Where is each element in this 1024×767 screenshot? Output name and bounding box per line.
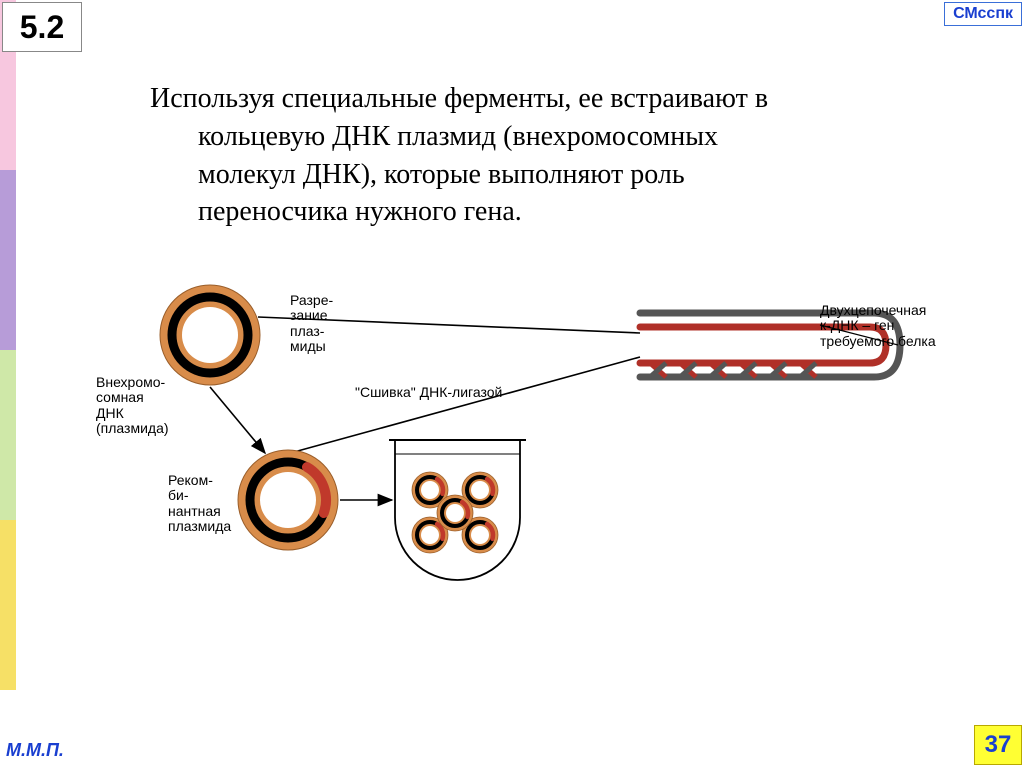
label-extrachromosomal: Внехромо- сомная ДНК (плазмида) (96, 375, 169, 437)
label-recombinant: Реком- би- нантная плазмида (168, 473, 231, 535)
slide-number-badge: 37 (974, 725, 1022, 765)
label-ligase: "Сшивка" ДНК-лигазой (355, 385, 502, 400)
label-dsdna: Двухцепочечная к-ДНК – ген требуемого бе… (820, 303, 936, 349)
body-line-3: молекул ДНК), которые выполняют роль (150, 156, 950, 194)
author-initials: М.М.П. (6, 740, 64, 761)
label-cut-plasmid: Разре- зание плаз- миды (290, 293, 333, 355)
diagram: Разре- зание плаз- миды Внехромо- сомная… (80, 275, 970, 605)
slide: 5.2 СМсспк 37 М.М.П. Используя специальн… (0, 0, 1024, 767)
source-badge: СМсспк (944, 2, 1022, 26)
sidebar-strip (0, 0, 16, 767)
body-line-2: кольцевую ДНК плазмид (внехромосомных (150, 118, 950, 156)
body-line-1: Используя специальные ферменты, ее встра… (150, 80, 950, 118)
body-line-4: переносчика нужного гена. (150, 193, 950, 231)
body-text: Используя специальные ферменты, ее встра… (150, 80, 950, 231)
section-number-badge: 5.2 (2, 2, 82, 52)
